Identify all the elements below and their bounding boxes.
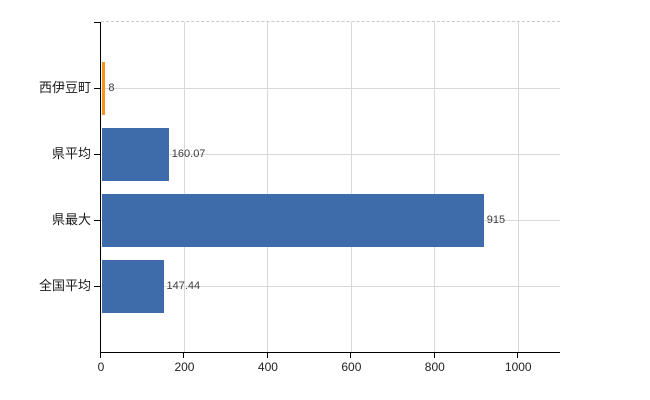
bar — [102, 193, 484, 247]
x-gridline — [350, 22, 352, 352]
x-tick-label: 400 — [257, 360, 278, 374]
x-gridline — [434, 22, 436, 352]
plot-top-border — [101, 21, 560, 22]
y-axis-line — [100, 22, 101, 352]
x-axis-line — [100, 352, 560, 353]
bar — [102, 61, 106, 115]
y-axis-top-tick — [94, 22, 101, 23]
y-tick-mark — [94, 285, 100, 287]
x-tick-mark — [100, 353, 101, 358]
x-tick-label: 600 — [341, 360, 362, 374]
value-label: 147.44 — [166, 280, 201, 292]
x-gridline — [183, 22, 185, 352]
x-tick-label: 800 — [424, 360, 445, 374]
value-label: 915 — [486, 214, 506, 226]
category-label: 県平均 — [51, 146, 91, 161]
y-tick-mark — [94, 219, 100, 221]
x-tick-mark — [433, 353, 435, 358]
category-label: 全国平均 — [38, 278, 91, 293]
y-gridline — [101, 285, 560, 287]
value-label: 8 — [108, 82, 115, 94]
x-tick-label: 200 — [174, 360, 195, 374]
category-label: 西伊豆町 — [38, 80, 91, 95]
x-tick-label: 0 — [97, 360, 105, 374]
x-tick-mark — [517, 353, 519, 358]
y-gridline — [101, 87, 560, 89]
x-gridline — [517, 22, 519, 352]
bar — [102, 259, 164, 313]
category-label: 県最大 — [51, 212, 91, 227]
x-tick-label: 1000 — [504, 360, 532, 374]
x-tick-mark — [266, 353, 268, 358]
value-label: 160.07 — [171, 148, 206, 160]
bar — [102, 127, 169, 181]
x-tick-mark — [350, 353, 352, 358]
x-gridline — [267, 22, 269, 352]
y-gridline — [101, 153, 560, 155]
x-tick-mark — [183, 353, 185, 358]
y-tick-mark — [94, 153, 100, 155]
y-tick-mark — [94, 87, 100, 89]
